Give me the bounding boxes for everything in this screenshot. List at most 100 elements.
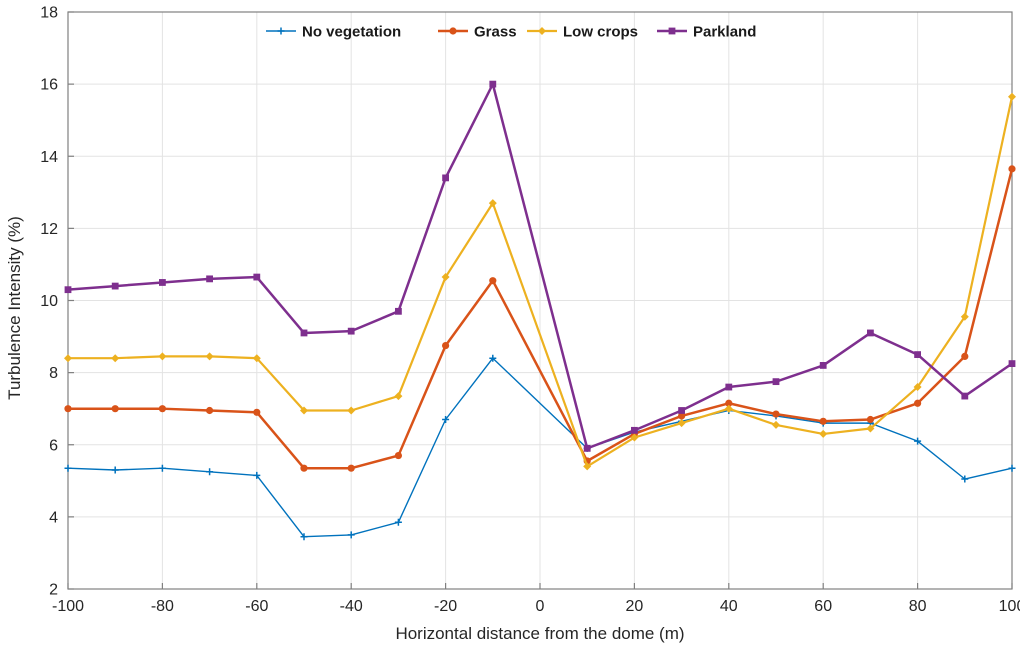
data-point-marker xyxy=(253,273,261,281)
data-point-marker xyxy=(205,352,214,361)
x-tick-label: -20 xyxy=(434,598,457,615)
data-point-marker xyxy=(394,451,402,460)
data-point-marker xyxy=(961,475,969,483)
data-point-marker xyxy=(772,410,780,418)
data-point-marker xyxy=(159,279,166,286)
y-tick-label: 2 xyxy=(49,582,58,599)
y-tick-label: 4 xyxy=(49,509,58,526)
y-tick-label: 10 xyxy=(40,293,58,310)
legend-marker-square-icon xyxy=(668,27,676,35)
data-point-marker xyxy=(347,531,355,539)
data-point-marker xyxy=(960,312,969,321)
series-line-no-vegetation xyxy=(67,357,1013,538)
data-point-marker xyxy=(961,352,969,360)
legend-label: Parkland xyxy=(693,24,756,41)
x-tick-label: -80 xyxy=(151,598,174,615)
data-point-marker xyxy=(914,399,922,407)
data-point-marker xyxy=(441,273,450,282)
data-point-marker xyxy=(394,518,402,526)
series-line-low-crops xyxy=(66,95,1014,468)
x-tick-label: -60 xyxy=(245,598,268,615)
data-point-marker xyxy=(819,362,827,369)
series-no-vegetation xyxy=(64,354,1016,541)
legend-marker-diamond-icon xyxy=(538,27,546,35)
data-point-marker xyxy=(158,405,166,413)
series-line-grass xyxy=(66,167,1014,470)
data-point-marker xyxy=(630,433,639,442)
series-parkland xyxy=(64,80,1016,452)
legend-item-no-vegetation: No vegetation xyxy=(266,24,401,41)
data-point-marker xyxy=(442,341,450,350)
data-point-marker xyxy=(677,419,686,428)
data-point-marker xyxy=(395,307,402,315)
data-point-marker xyxy=(300,533,308,541)
data-point-marker xyxy=(488,199,497,208)
y-tick-label: 8 xyxy=(49,365,58,382)
series-low-crops xyxy=(64,92,1016,471)
data-point-marker xyxy=(206,275,213,283)
data-point-marker xyxy=(961,392,969,400)
data-point-marker xyxy=(631,426,638,434)
data-point-marker xyxy=(489,277,497,285)
data-point-marker xyxy=(819,429,828,438)
data-point-marker xyxy=(206,468,214,476)
data-point-marker xyxy=(772,420,780,429)
data-point-marker xyxy=(347,406,356,415)
data-point-marker xyxy=(1008,360,1016,368)
x-tick-label: -40 xyxy=(340,598,363,615)
legend-marker-plus-icon xyxy=(277,27,285,35)
data-point-marker xyxy=(347,327,355,335)
data-point-marker xyxy=(914,351,921,358)
data-point-marker xyxy=(64,354,72,363)
data-point-marker xyxy=(725,399,733,407)
data-point-marker xyxy=(725,383,733,391)
data-point-marker xyxy=(111,282,119,290)
y-tick-label: 6 xyxy=(49,437,58,454)
data-point-marker xyxy=(772,378,780,386)
data-point-marker xyxy=(678,407,685,414)
data-point-marker xyxy=(111,405,119,413)
y-tick-label: 12 xyxy=(40,221,58,238)
data-point-marker xyxy=(394,392,403,401)
x-axis-title: Horizontal distance from the dome (m) xyxy=(395,624,685,643)
data-point-marker xyxy=(489,80,497,88)
data-point-marker xyxy=(442,416,450,424)
legend-label: Grass xyxy=(474,24,517,41)
x-tick-label: 20 xyxy=(626,598,644,615)
x-tick-label: -100 xyxy=(52,598,84,615)
x-tick-label: 60 xyxy=(814,598,832,615)
legend-label: Low crops xyxy=(563,24,638,41)
legend-marker-circle-icon xyxy=(449,27,457,35)
data-point-marker xyxy=(1008,464,1016,472)
data-point-marker xyxy=(300,406,308,415)
data-point-marker xyxy=(347,464,355,472)
data-point-marker xyxy=(724,404,733,413)
legend-item-low-crops: Low crops xyxy=(527,24,638,41)
data-point-marker xyxy=(206,406,214,415)
x-tick-label: 100 xyxy=(999,598,1020,615)
data-point-marker xyxy=(158,352,167,361)
x-tick-label: 80 xyxy=(909,598,927,615)
y-tick-label: 14 xyxy=(40,149,58,166)
data-point-marker xyxy=(1008,92,1016,101)
data-point-marker xyxy=(1008,165,1016,173)
data-point-marker xyxy=(64,464,72,472)
data-point-marker xyxy=(253,471,261,479)
data-point-marker xyxy=(442,174,449,182)
legend-item-parkland: Parkland xyxy=(657,24,756,41)
y-tick-label: 16 xyxy=(40,77,58,94)
data-point-marker xyxy=(583,444,591,452)
data-point-marker xyxy=(111,466,119,474)
y-axis-title: Turbulence Intensity (%) xyxy=(5,216,24,400)
data-point-marker xyxy=(866,415,875,424)
x-tick-label: 40 xyxy=(720,598,738,615)
data-point-marker xyxy=(64,405,72,413)
data-point-marker xyxy=(158,464,166,472)
data-point-marker xyxy=(867,329,874,337)
data-point-marker xyxy=(253,408,261,416)
legend-item-grass: Grass xyxy=(438,24,517,41)
data-point-marker xyxy=(819,417,827,425)
y-tick-label: 18 xyxy=(40,5,58,22)
legend-label: No vegetation xyxy=(302,24,401,41)
